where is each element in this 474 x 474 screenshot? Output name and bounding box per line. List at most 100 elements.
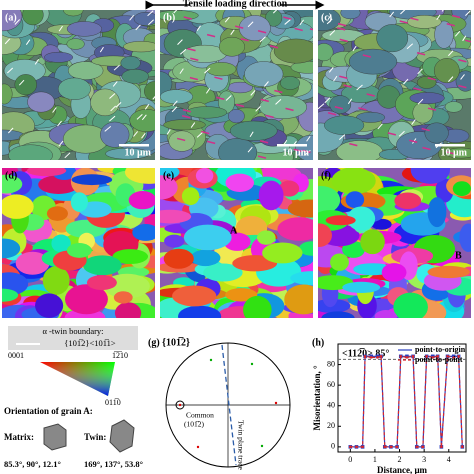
twin-boundary bbox=[135, 24, 141, 31]
twin-boundary bbox=[299, 19, 304, 26]
grain bbox=[445, 147, 471, 159]
boundary bbox=[327, 112, 337, 116]
grain bbox=[2, 10, 23, 32]
grain bbox=[27, 91, 55, 113]
scale-bar bbox=[435, 144, 465, 147]
grain bbox=[44, 51, 73, 63]
grain bbox=[2, 238, 21, 259]
grain bbox=[287, 199, 313, 218]
boundary bbox=[257, 155, 267, 159]
grain bbox=[195, 168, 214, 184]
grains bbox=[160, 168, 313, 318]
twin-boundary bbox=[417, 98, 424, 105]
grain bbox=[58, 77, 91, 100]
grain bbox=[424, 122, 449, 144]
twin-boundary bbox=[275, 99, 282, 105]
grain-marker: A bbox=[230, 225, 238, 236]
grain bbox=[133, 12, 155, 26]
twin-boundary bbox=[328, 66, 334, 73]
grain bbox=[22, 10, 44, 26]
twin-boundary bbox=[4, 38, 11, 45]
grain bbox=[394, 192, 422, 209]
grains bbox=[318, 10, 471, 160]
matrix-crystal bbox=[43, 423, 67, 451]
x-tick-label: 3 bbox=[422, 455, 426, 464]
grain bbox=[356, 111, 386, 123]
twin-boundary bbox=[147, 10, 154, 17]
grain bbox=[160, 89, 193, 105]
grain bbox=[318, 43, 334, 62]
boundary bbox=[235, 25, 244, 29]
twin-boundary bbox=[249, 131, 254, 138]
grain bbox=[318, 186, 341, 215]
orientation-title: Orientation of grain A: bbox=[4, 406, 93, 416]
grain bbox=[434, 58, 460, 84]
grain bbox=[51, 234, 71, 253]
grain bbox=[329, 95, 352, 114]
pole bbox=[260, 444, 264, 448]
grain bbox=[144, 81, 155, 102]
boundary bbox=[339, 38, 348, 43]
grain bbox=[347, 206, 376, 231]
point-marker bbox=[349, 445, 352, 449]
grain bbox=[280, 76, 301, 90]
grain bbox=[2, 174, 23, 194]
point-marker bbox=[440, 445, 443, 449]
grain bbox=[225, 288, 258, 302]
boundary bbox=[427, 77, 436, 81]
twin-boundary bbox=[166, 129, 171, 135]
point-marker bbox=[431, 356, 435, 359]
twin-boundary bbox=[141, 114, 147, 121]
grain-marker: B bbox=[455, 250, 462, 261]
ebsd-map: (c) 10 μm bbox=[318, 10, 471, 160]
grain bbox=[321, 311, 355, 318]
boundary bbox=[358, 107, 367, 111]
grain bbox=[290, 271, 313, 286]
twin-boundary bbox=[196, 132, 203, 138]
twin-boundary bbox=[25, 39, 31, 45]
twin-boundary bbox=[112, 81, 118, 87]
grain bbox=[160, 10, 199, 21]
twin-boundary bbox=[304, 150, 311, 156]
twin-boundary bbox=[58, 25, 63, 32]
grain bbox=[163, 248, 194, 269]
point-marker bbox=[379, 355, 383, 358]
ebsd-map: (b) 10 μm bbox=[160, 10, 313, 160]
common-plane: (101̅2) bbox=[184, 420, 204, 429]
grain bbox=[340, 10, 361, 20]
y-tick-label: 40 bbox=[327, 401, 335, 410]
grain bbox=[160, 175, 178, 200]
boundary bbox=[260, 98, 269, 103]
scale-label: 10 μm bbox=[125, 147, 152, 158]
grain bbox=[348, 48, 398, 75]
ipf-label: 011̅0 bbox=[105, 398, 121, 407]
boundary bbox=[187, 47, 196, 52]
boundary bbox=[302, 149, 311, 154]
boundary bbox=[349, 142, 358, 147]
grain bbox=[186, 106, 228, 119]
twin-angles: 169°, 137°, 53.8° bbox=[84, 459, 143, 469]
boundary bbox=[206, 140, 216, 145]
grain bbox=[295, 134, 313, 160]
x-tick-label: 0 bbox=[348, 455, 352, 464]
twin-boundary bbox=[454, 30, 461, 37]
boundary bbox=[259, 140, 269, 144]
twin-boundary bbox=[417, 68, 423, 75]
boundary bbox=[265, 114, 274, 119]
boundary bbox=[235, 103, 245, 108]
twin-boundary bbox=[318, 103, 325, 110]
pole bbox=[274, 401, 278, 405]
grain bbox=[38, 175, 79, 194]
grain bbox=[66, 243, 92, 258]
grain bbox=[376, 24, 409, 53]
y-tick-label: 0 bbox=[331, 442, 335, 451]
twin-boundary bbox=[109, 115, 116, 122]
grain bbox=[330, 253, 349, 271]
twin-boundary bbox=[52, 107, 57, 113]
grains bbox=[160, 10, 313, 160]
twin-boundary bbox=[34, 59, 39, 65]
point-marker bbox=[452, 356, 455, 359]
grain bbox=[258, 180, 284, 211]
ebsd-map: (f) B bbox=[318, 168, 471, 318]
